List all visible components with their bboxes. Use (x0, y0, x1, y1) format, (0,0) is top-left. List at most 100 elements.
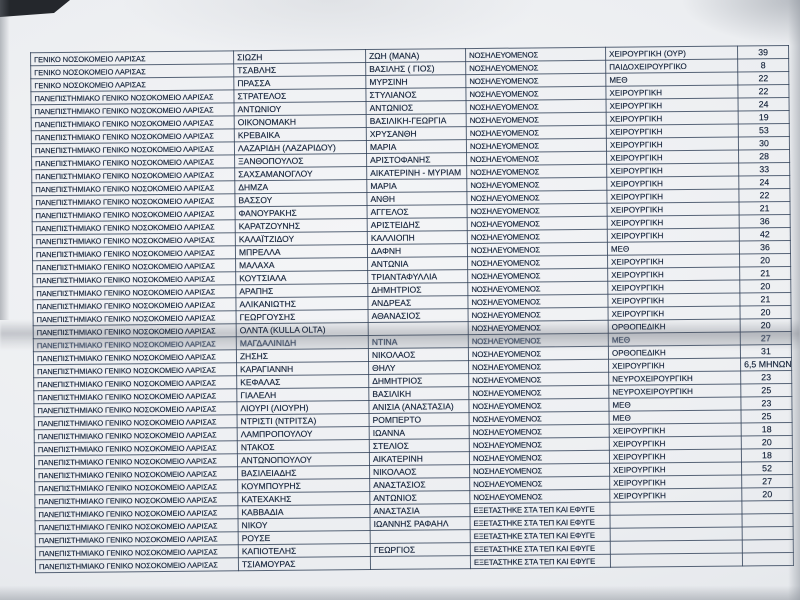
department-cell: ΜΕΘ (605, 71, 738, 87)
surname-cell: ΡΟΥΣΕ (238, 530, 371, 545)
status-cell: ΝΟΣΗΛΕΥΟΜΕΝΟΣ (468, 346, 609, 361)
department-cell: ΧΕΙΡΟΥΡΓΙΚΗ (606, 110, 739, 126)
surname-cell: ΑΝΤΩΝΙΟΥ (234, 101, 367, 116)
age-cell: 23 (740, 370, 792, 384)
first-name-cell: ΑΙΚΑΤΕΡΙΝΗ - ΜΥΡΙΑΜ (366, 165, 467, 180)
age-cell: 28 (738, 149, 790, 163)
status-cell: ΝΟΣΗΛΕΥΟΜΕΝΟΣ (469, 437, 610, 452)
first-name-cell: ΜΑΡΙΑ (366, 178, 467, 193)
surname-cell: ΟΙΚΟΝΟΜΑΚΗ (234, 114, 367, 129)
surname-cell: ΝΙΚΟΥ (238, 517, 371, 532)
first-name-cell: ΔΑΦΝΗ (367, 243, 468, 258)
age-cell: 25 (741, 409, 793, 423)
age-cell: 20 (740, 305, 792, 319)
department-cell: ΟΡΘΟΠΕΔΙΚΗ (608, 344, 741, 360)
age-cell: 8 (737, 58, 789, 72)
status-cell: ΝΟΣΗΛΕΥΟΜΕΝΟΣ (467, 203, 608, 218)
surname-cell: ΚΕΦΑΛΑΣ (236, 374, 369, 389)
first-name-cell: ΑΘΑΝΑΣΙΟΣ (368, 308, 469, 323)
first-name-cell: ΑΝΑΣΤΑΣΙΑ (369, 503, 471, 518)
surname-cell: ΚΟΥΤΣΙΑΛΑ (235, 270, 368, 285)
first-name-cell (370, 555, 471, 570)
status-cell: ΝΟΣΗΛΕΥΟΜΕΝΟΣ (468, 333, 609, 348)
age-cell: 21 (739, 266, 791, 280)
age-cell: 21 (739, 201, 791, 215)
status-cell: ΝΟΣΗΛΕΥΟΜΕΝΟΣ (466, 151, 607, 166)
department-cell: ΝΕΥΡΟΧΕΙΡΟΥΡΓΙΚΗ (608, 383, 741, 399)
first-name-cell: ΔΗΜΗΤΡΙΟΣ (367, 282, 468, 297)
status-cell: ΝΟΣΗΛΕΥΟΜΕΝΟΣ (468, 398, 610, 413)
first-name-cell: ΙΩΑΝΝΑ (369, 425, 470, 440)
status-cell: ΝΟΣΗΛΕΥΟΜΕΝΟΣ (466, 112, 607, 127)
status-cell: ΝΟΣΗΛΕΥΟΜΕΝΟΣ (467, 281, 608, 296)
department-cell: ΧΕΙΡΟΥΡΓΙΚΗ (609, 461, 742, 477)
department-cell (610, 526, 743, 542)
surname-cell: ΒΑΣΙΛΕΙΑΔΗΣ (237, 465, 370, 480)
surname-cell: ΟΛΝΤΑ (KULLA OLTA) (236, 322, 369, 337)
age-cell: 53 (738, 123, 790, 137)
age-cell: 36 (739, 214, 791, 228)
status-cell: ΝΟΣΗΛΕΥΟΜΕΝΟΣ (469, 489, 610, 504)
first-name-cell: ΑΙΚΑΤΕΡΙΝΗ (369, 451, 470, 466)
patient-table-grid: ΓΕΝΙΚΟ ΝΟΣΟΚΟΜΕΙΟ ΛΑΡΙΣΑΣ ΣΙΩΖΗ ΖΩΗ (ΜΑΝΑ)… (30, 45, 794, 573)
first-name-cell: ΚΑΛΛΙΟΠΗ (367, 230, 468, 245)
surname-cell: ΣΙΩΖΗ (233, 49, 366, 64)
age-cell: 42 (739, 227, 791, 241)
status-cell: ΝΟΣΗΛΕΥΟΜΕΝΟΣ (468, 359, 609, 374)
surname-cell: ΜΠΡΕΛΛΑ (235, 244, 368, 259)
age-cell: 20 (740, 318, 792, 332)
age-cell: 20 (739, 253, 791, 267)
surname-cell: ΝΤΑΚΟΣ (237, 439, 370, 454)
department-cell: ΠΑΙΔΟΧΕΙΡΟΥΡΓΙΚΟ (605, 58, 738, 74)
status-cell: ΕΞΕΤΑΣΤΗΚΕ ΣΤΑ ΤΕΠ ΚΑΙ ΕΦΥΓΕ (470, 541, 611, 556)
status-cell: ΝΟΣΗΛΕΥΟΜΕΝΟΣ (465, 60, 606, 75)
paper-edge-left (0, 0, 12, 320)
surname-cell: ΑΡΑΠΗΣ (235, 283, 368, 298)
surname-cell: ΚΑΡΑΤΖΟΥΝΗΣ (235, 218, 368, 233)
surname-cell: ΚΡΕΒΑΙΚΑ (234, 127, 367, 142)
department-cell: ΜΕΘ (609, 409, 742, 425)
surname-cell: ΚΑΛΑΪΤΖΙΔΟΥ (235, 231, 368, 246)
age-cell: 20 (741, 435, 793, 449)
department-cell: ΧΕΙΡΟΥΡΓΙΚΗ (608, 305, 741, 321)
surname-cell: ΛΙΟΥΡΙ (ΛΙΟΥΡΗ) (236, 400, 370, 415)
first-name-cell: ΑΝΙΣΙΑ (ΑΝΑΣΤΑΣΙΑ) (368, 399, 470, 414)
status-cell: ΕΞΕΤΑΣΤΗΚΕ ΣΤΑ ΤΕΠ ΚΑΙ ΕΦΥΓΕ (470, 554, 611, 569)
first-name-cell: ΘΗΛΥ (368, 360, 469, 375)
age-cell: 22 (737, 84, 790, 98)
department-cell: ΧΕΙΡΟΥΡΓΙΚΗ (609, 435, 742, 451)
department-cell: ΧΕΙΡΟΥΡΓΙΚΗ (606, 149, 739, 165)
status-cell: ΝΟΣΗΛΕΥΟΜΕΝΟΣ (466, 164, 607, 179)
department-cell: ΧΕΙΡΟΥΡΓΙΚΗ (606, 175, 739, 191)
surname-cell: ΚΑΤΕΧΑΚΗΣ (237, 491, 370, 506)
status-cell: ΝΟΣΗΛΕΥΟΜΕΝΟΣ (465, 73, 606, 88)
age-cell: 30 (738, 136, 790, 150)
first-name-cell: ΜΑΡΙΑ (366, 139, 467, 154)
department-cell: ΧΕΙΡΟΥΡΓΙΚΗ (607, 201, 740, 217)
surname-cell: ΚΑΠΙΟΤΕΛΗΣ (238, 543, 371, 558)
age-cell: 6,5 ΜΗΝΩΝ (740, 357, 792, 371)
department-cell (609, 500, 742, 516)
first-name-cell (368, 321, 469, 336)
first-name-cell: ΑΝΔΡΕΑΣ (367, 295, 469, 310)
department-cell: ΟΡΘΟΠΕΔΙΚΗ (608, 318, 741, 334)
department-cell: ΧΕΙΡΟΥΡΓΙΚΗ (607, 214, 740, 230)
surname-cell: ΒΑΣΣΟΥ (234, 192, 368, 207)
paper-corner-top-left (0, 0, 70, 17)
patient-table: ΓΕΝΙΚΟ ΝΟΣΟΚΟΜΕΙΟ ΛΑΡΙΣΑΣ ΣΙΩΖΗ ΖΩΗ (ΜΑΝΑ)… (30, 45, 794, 573)
status-cell: ΝΟΣΗΛΕΥΟΜΕΝΟΣ (468, 385, 609, 400)
first-name-cell: ΡΟΜΠΕΡΤΟ (369, 412, 470, 427)
department-cell: ΧΕΙΡΟΥΡΓΙΚΗ (607, 266, 740, 282)
department-cell: ΧΕΙΡΟΥΡΓΙΚΗ (606, 97, 739, 113)
first-name-cell: ΑΝΤΩΝΙΑ (367, 256, 468, 271)
status-cell: ΝΟΣΗΛΕΥΟΜΕΝΟΣ (467, 255, 608, 270)
first-name-cell: ΣΤΥΛΙΑΝΟΣ (365, 87, 467, 102)
status-cell: ΝΟΣΗΛΕΥΟΜΕΝΟΣ (467, 242, 608, 257)
age-cell: 39 (737, 45, 789, 59)
first-name-cell: ΙΩΑΝΝΗΣ ΡΑΦΑΗΛ (370, 516, 471, 531)
age-cell: 22 (738, 188, 791, 202)
department-cell: ΧΕΙΡΟΥΡΓΙΚΗ (607, 292, 741, 308)
status-cell: ΕΞΕΤΑΣΤΗΚΕ ΣΤΑ ΤΕΠ ΚΑΙ ΕΦΥΓΕ (470, 515, 611, 530)
first-name-cell: ΑΝΑΣΤΑΣΙΟΣ (369, 477, 470, 492)
status-cell: ΝΟΣΗΛΕΥΟΜΕΝΟΣ (466, 99, 607, 114)
